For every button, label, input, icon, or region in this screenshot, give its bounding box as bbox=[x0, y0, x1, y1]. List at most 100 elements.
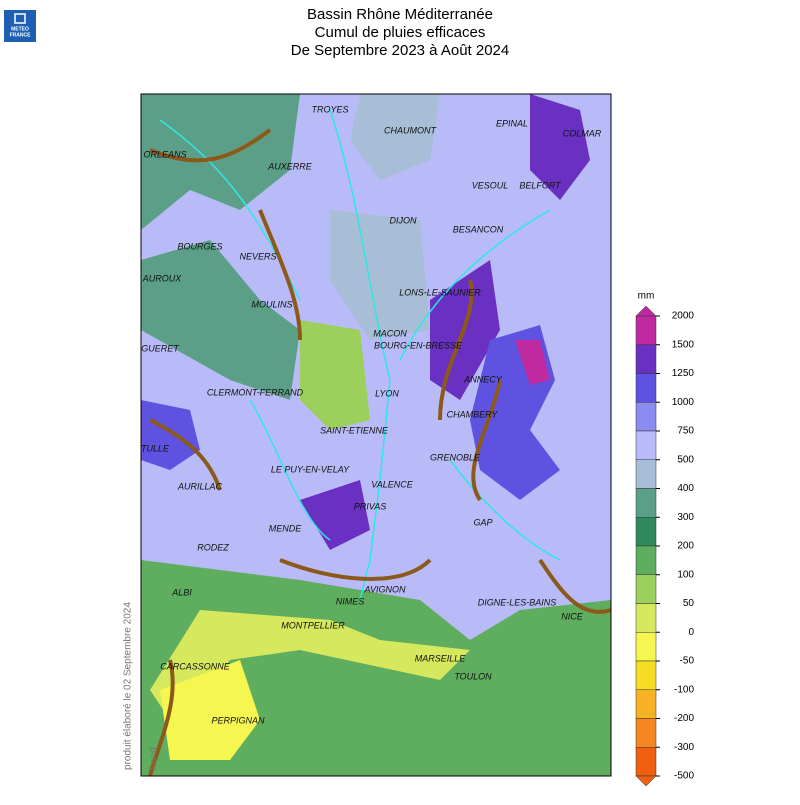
legend-swatch bbox=[635, 747, 657, 777]
city-label: DIJON bbox=[390, 215, 418, 225]
legend-tick-label: 0 bbox=[688, 627, 694, 638]
city-label: EPINAL bbox=[496, 118, 528, 128]
legend-swatch bbox=[635, 632, 657, 662]
logo-icon bbox=[14, 13, 26, 24]
region bbox=[160, 660, 260, 760]
legend-swatch bbox=[635, 718, 657, 748]
production-note: produit élaboré le 02 Septembre 2024 bbox=[123, 602, 134, 770]
region bbox=[141, 240, 300, 400]
legend-tick-label: 750 bbox=[677, 426, 694, 437]
legend-swatch bbox=[635, 315, 657, 345]
city-label: MENDE bbox=[269, 523, 302, 533]
legend-tick-label: 400 bbox=[677, 483, 694, 494]
legend-swatch bbox=[635, 545, 657, 575]
city-label: BOURG-EN-BRESSE bbox=[374, 340, 463, 350]
city-label: ORLEANS bbox=[143, 149, 186, 159]
legend-tick-label: 2000 bbox=[672, 311, 695, 322]
legend-tick-label: -500 bbox=[674, 771, 694, 782]
region bbox=[350, 94, 440, 180]
city-label: VALENCE bbox=[371, 479, 414, 489]
city-label: MOULINS bbox=[251, 299, 292, 309]
city-label: RODEZ bbox=[197, 542, 229, 552]
city-label: AUROUX bbox=[142, 273, 183, 283]
city-label: BESANCON bbox=[453, 224, 504, 234]
region bbox=[150, 610, 470, 720]
legend-swatch bbox=[635, 660, 657, 690]
legend-swatch bbox=[635, 689, 657, 719]
region bbox=[141, 94, 300, 230]
legend-swatch bbox=[635, 488, 657, 518]
legend-tick-label: 50 bbox=[683, 598, 695, 609]
region bbox=[300, 480, 370, 550]
city-label: PRIVAS bbox=[354, 501, 387, 511]
legend-tick-label: 100 bbox=[677, 569, 694, 580]
city-label: NIMES bbox=[336, 596, 365, 606]
city-labels: TROYES CHAUMONT EPINAL COLMAR ORLEANS AUXERRE… bbox=[141, 104, 602, 725]
legend-tick-label: 300 bbox=[677, 512, 694, 523]
title: Cumul de pluies efficaces bbox=[315, 24, 486, 41]
legend-tick-label: 1000 bbox=[672, 397, 695, 408]
legend-swatch bbox=[635, 344, 657, 374]
legend-swatch bbox=[635, 603, 657, 633]
legend-arrow-bottom bbox=[635, 775, 657, 787]
logo-text: FRANCE bbox=[10, 32, 31, 38]
city-label: DIGNE-LES-BAINS bbox=[478, 597, 557, 607]
city-label: MONTPELLIER bbox=[281, 620, 345, 630]
city-label: GRENOBLE bbox=[430, 452, 481, 462]
city-label: TULLE bbox=[141, 443, 170, 453]
title: De Septembre 2023 à Août 2024 bbox=[291, 42, 510, 59]
city-label: LE PUY-EN-VELAY bbox=[271, 464, 350, 474]
legend-tick-label: 1250 bbox=[672, 368, 695, 379]
region bbox=[330, 210, 430, 340]
region bbox=[300, 320, 370, 430]
legend-swatch bbox=[635, 517, 657, 547]
legend-tick-label: -300 bbox=[674, 742, 694, 753]
city-label: COLMAR bbox=[563, 128, 602, 138]
city-label: LYON bbox=[375, 388, 399, 398]
legend-tick-label: 1500 bbox=[672, 339, 695, 350]
logo-text: METEO bbox=[11, 26, 29, 32]
city-label: ALBI bbox=[171, 587, 192, 597]
city-label: NEVERS bbox=[239, 251, 276, 261]
city-label: ANNECY bbox=[463, 374, 503, 384]
region bbox=[530, 94, 590, 200]
city-label: VESOUL bbox=[472, 180, 509, 190]
city-label: MACON bbox=[373, 328, 407, 338]
city-label: GUERET bbox=[141, 343, 180, 353]
region bbox=[141, 400, 200, 470]
city-label: LONS-LE-SAUNIER bbox=[399, 287, 481, 297]
city-label: TROYES bbox=[311, 104, 348, 114]
legend-tick-label: -50 bbox=[680, 656, 695, 667]
legend-swatch bbox=[635, 430, 657, 460]
credit-note: Fond bbox=[149, 747, 160, 770]
basin-border bbox=[148, 128, 611, 776]
city-label: AURILLAC bbox=[177, 481, 223, 491]
city-label: GAP bbox=[473, 517, 492, 527]
city-label: SAINT-ETIENNE bbox=[320, 425, 389, 435]
legend-arrow-top bbox=[635, 305, 657, 317]
city-label: CLERMONT-FERRAND bbox=[207, 387, 304, 397]
legend-tick-label: -100 bbox=[674, 684, 694, 695]
legend-tick-label: 500 bbox=[677, 454, 694, 465]
legend-unit: mm bbox=[638, 291, 655, 302]
legend-tick-label: -200 bbox=[674, 713, 694, 724]
city-label: CHAUMONT bbox=[384, 125, 437, 135]
color-legend: 2000150012501000750500400300200100500-50… bbox=[635, 305, 695, 787]
map-frame bbox=[140, 93, 612, 777]
city-label: AVIGNON bbox=[363, 584, 406, 594]
city-label: CHAMBERY bbox=[447, 409, 499, 419]
legend-swatch bbox=[635, 574, 657, 604]
map bbox=[141, 94, 611, 776]
legend-tick-label: 200 bbox=[677, 541, 694, 552]
logo bbox=[4, 10, 36, 42]
city-label: AUXERRE bbox=[267, 161, 313, 171]
city-label: BELFORT bbox=[519, 180, 562, 190]
city-label: NICE bbox=[561, 611, 583, 621]
river bbox=[159, 109, 561, 601]
legend-swatch bbox=[635, 459, 657, 489]
city-label: BOURGES bbox=[177, 241, 222, 251]
city-label: CARCASSONNE bbox=[160, 661, 231, 671]
legend-swatch bbox=[635, 373, 657, 403]
